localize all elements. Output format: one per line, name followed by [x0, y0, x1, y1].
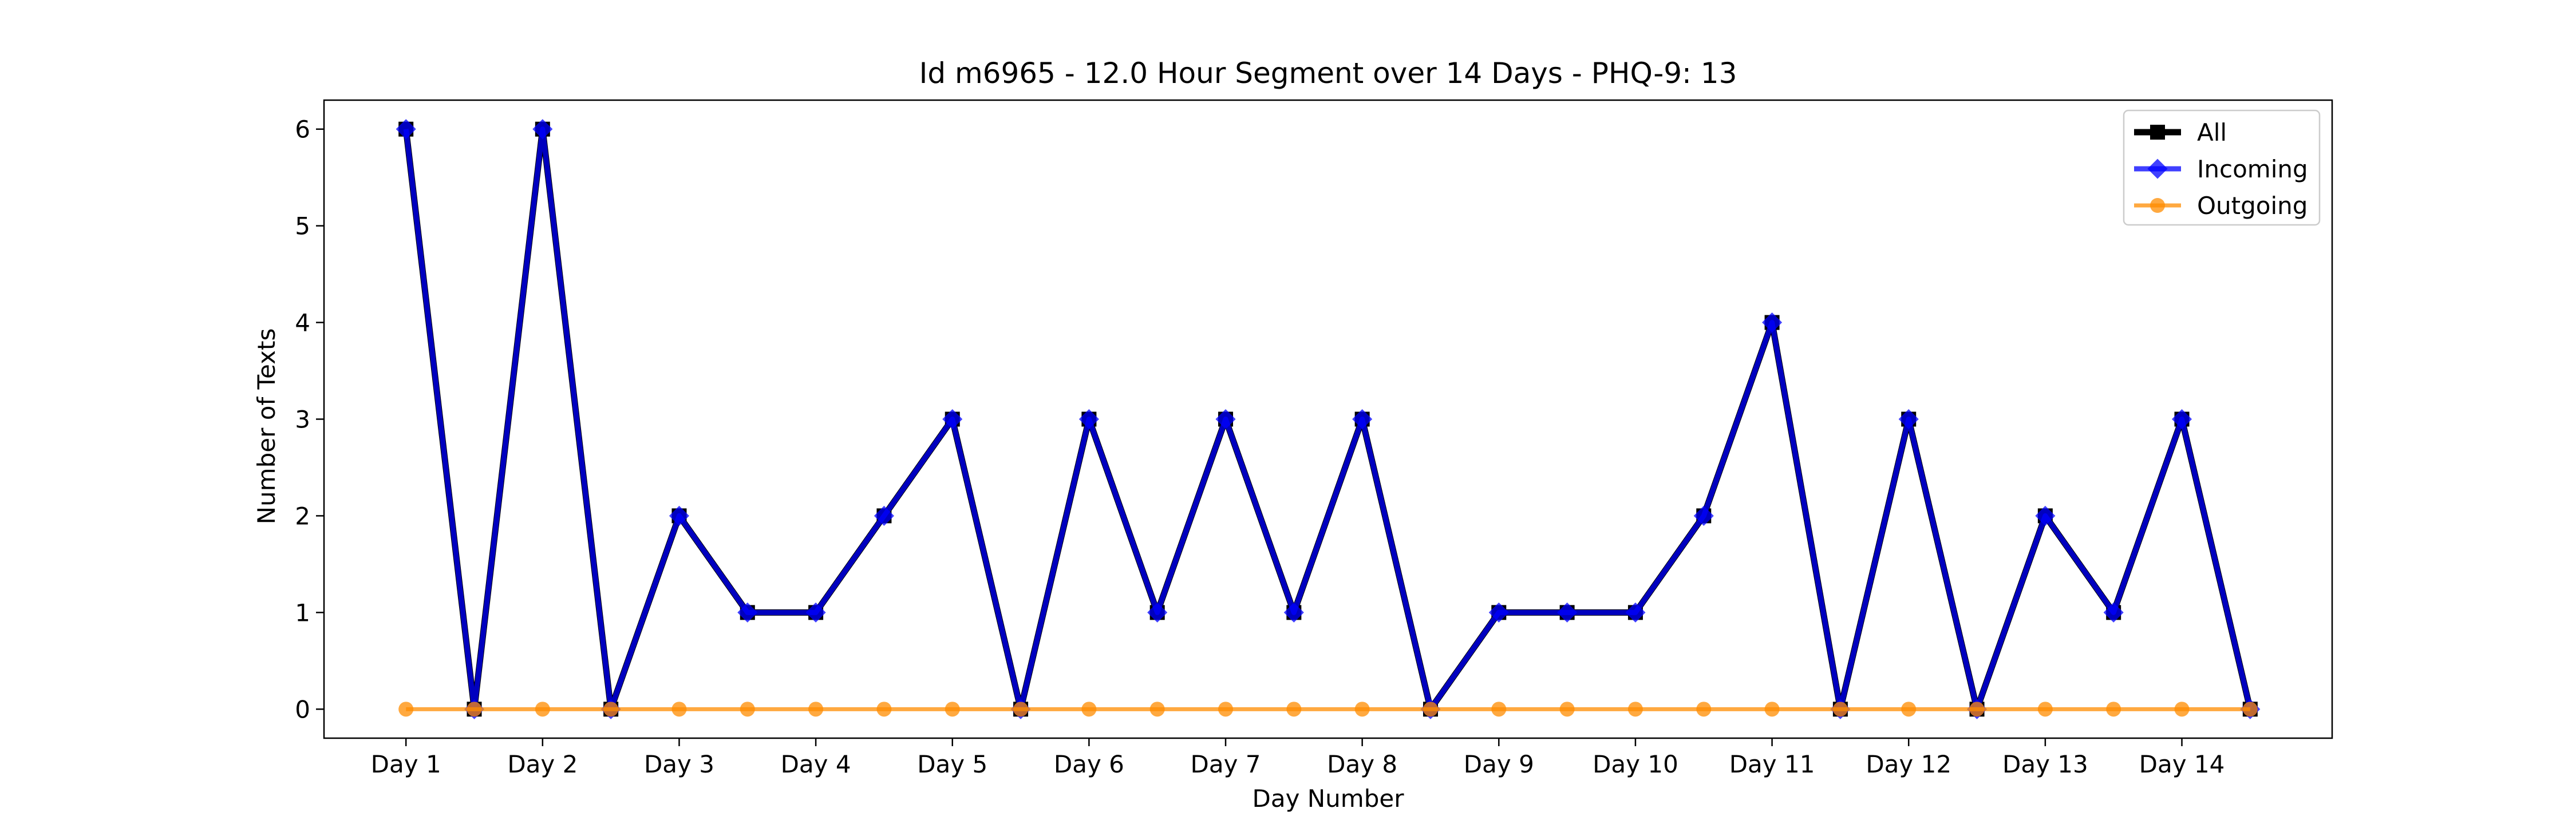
legend: All Incoming Outgoing	[2123, 109, 2321, 226]
x-tick-label: Day 13	[2002, 750, 2088, 778]
x-axis-ticks: Day 1 Day 2 Day 3 Day 4 Day 5 Day 6 Day 7 Day 8…	[371, 738, 2225, 778]
x-tick-label: Day 2	[507, 750, 578, 778]
data-point-outgoing	[740, 702, 755, 717]
y-axis-ticks: 0 1 2 3 4 5 6	[295, 116, 324, 723]
y-tick-label: 0	[295, 695, 310, 723]
y-tick-label: 2	[295, 502, 310, 530]
legend-swatch-marker	[2150, 125, 2165, 140]
data-point-outgoing	[1149, 702, 1165, 717]
data-point-outgoing	[1491, 702, 1507, 717]
data-point-outgoing	[1013, 702, 1029, 717]
x-tick-label: Day 14	[2139, 750, 2225, 778]
x-tick-label: Day 10	[1593, 750, 1678, 778]
data-point-outgoing	[603, 702, 619, 717]
data-point-outgoing	[2106, 702, 2121, 717]
legend-entry-all: All	[2134, 118, 2227, 146]
x-tick-label: Day 1	[371, 750, 441, 778]
data-point-incoming	[2171, 409, 2192, 430]
data-point-incoming	[1283, 602, 1304, 623]
data-point-outgoing	[535, 702, 550, 717]
data-point-outgoing	[1901, 702, 1917, 717]
data-point-outgoing	[467, 702, 482, 717]
data-point-outgoing	[1696, 702, 1712, 717]
x-tick-label: Day 11	[1729, 750, 1815, 778]
x-tick-label: Day 3	[644, 750, 714, 778]
data-point-outgoing	[671, 702, 687, 717]
chart-title: Id m6965 - 12.0 Hour Segment over 14 Day…	[919, 57, 1737, 90]
legend-label: All	[2197, 118, 2227, 146]
legend-label: Outgoing	[2197, 192, 2308, 220]
data-point-incoming	[669, 505, 690, 526]
data-point-incoming	[1557, 602, 1578, 623]
data-point-outgoing	[1423, 702, 1438, 717]
data-point-incoming	[1215, 409, 1236, 430]
data-point-outgoing	[1354, 702, 1370, 717]
data-point-outgoing	[1081, 702, 1097, 717]
legend-entry-outgoing: Outgoing	[2134, 192, 2308, 220]
data-point-incoming	[1693, 505, 1714, 526]
series-layer	[396, 119, 2261, 719]
data-point-incoming	[532, 119, 553, 140]
y-tick-label: 5	[295, 212, 310, 240]
data-point-incoming	[805, 602, 826, 623]
data-point-outgoing	[1969, 702, 1985, 717]
data-point-incoming	[1488, 602, 1509, 623]
y-tick-label: 4	[295, 309, 310, 337]
series-line-incoming	[403, 126, 2253, 712]
legend-swatch-marker	[2150, 198, 2165, 213]
data-point-outgoing	[876, 702, 892, 717]
data-point-incoming	[1625, 602, 1646, 623]
data-point-outgoing	[1627, 702, 1643, 717]
legend-box	[2123, 109, 2321, 226]
y-tick-label: 1	[295, 599, 310, 627]
data-point-outgoing	[1218, 702, 1234, 717]
data-point-incoming	[1762, 312, 1783, 333]
legend-label: Incoming	[2197, 155, 2308, 183]
x-tick-label: Day 9	[1464, 750, 1534, 778]
data-point-incoming	[1078, 409, 1099, 430]
x-tick-label: Day 7	[1191, 750, 1261, 778]
y-tick-label: 3	[295, 406, 310, 434]
legend-entry-incoming: Incoming	[2134, 155, 2308, 183]
x-tick-label: Day 6	[1054, 750, 1124, 778]
data-point-incoming	[1898, 409, 1919, 430]
data-point-incoming	[737, 602, 758, 623]
y-axis-label: Number of Texts	[252, 328, 280, 525]
data-point-outgoing	[2174, 702, 2190, 717]
data-point-incoming	[942, 409, 963, 430]
data-point-outgoing	[1286, 702, 1302, 717]
data-point-incoming	[2103, 602, 2124, 623]
data-point-outgoing	[2037, 702, 2053, 717]
x-axis-label: Day Number	[1252, 785, 1404, 813]
y-tick-label: 6	[295, 116, 310, 144]
plot-area-frame	[323, 99, 2333, 739]
series-outgoing	[398, 702, 2258, 717]
x-tick-label: Day 5	[917, 750, 987, 778]
data-point-incoming	[2035, 505, 2056, 526]
data-point-outgoing	[2242, 702, 2258, 717]
legend-swatch-marker	[2147, 159, 2168, 179]
x-tick-label: Day 12	[1866, 750, 1951, 778]
data-point-outgoing	[1832, 702, 1848, 717]
x-tick-label: Day 8	[1327, 750, 1397, 778]
data-point-outgoing	[398, 702, 414, 717]
data-point-incoming	[1147, 602, 1168, 623]
data-point-outgoing	[808, 702, 824, 717]
data-point-incoming	[1352, 409, 1373, 430]
data-point-outgoing	[1559, 702, 1575, 717]
data-point-outgoing	[945, 702, 960, 717]
data-point-incoming	[874, 505, 894, 526]
x-tick-label: Day 4	[781, 750, 851, 778]
data-point-outgoing	[1764, 702, 1780, 717]
data-point-incoming	[396, 119, 416, 140]
